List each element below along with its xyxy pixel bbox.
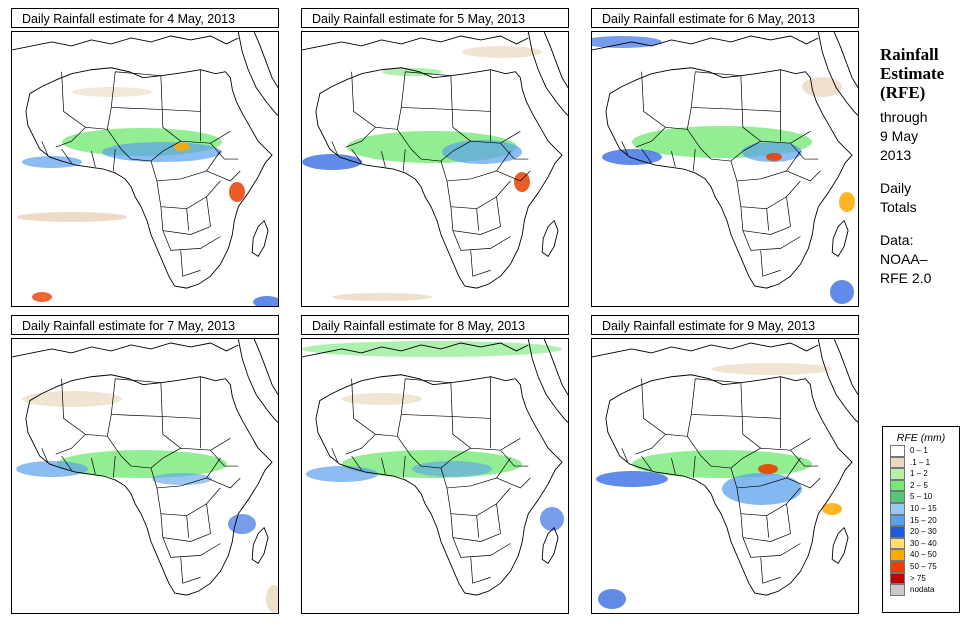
- legend-label: 2 – 5: [910, 480, 928, 490]
- rainfall-map-panel: Daily Rainfall estimate for 4 May, 2013: [11, 8, 279, 307]
- data-source-line: Data:: [880, 232, 914, 248]
- panel-title: Daily Rainfall estimate for 4 May, 2013: [11, 8, 279, 28]
- legend-item: 0 – 1: [890, 445, 959, 457]
- panel-title: Daily Rainfall estimate for 9 May, 2013: [591, 315, 859, 335]
- panel-title: Daily Rainfall estimate for 7 May, 2013: [11, 315, 279, 335]
- legend-swatch: [890, 560, 905, 573]
- rain-patches: [302, 46, 542, 301]
- legend-item: > 75: [890, 572, 959, 585]
- date-line: 9 May: [880, 128, 919, 144]
- legend-item: 40 – 50: [890, 549, 959, 561]
- rain-patches: [592, 36, 855, 304]
- legend-label: 40 – 50: [910, 550, 937, 560]
- legend-item: 5 – 10: [890, 491, 959, 503]
- legend-item: 50 – 75: [890, 560, 959, 573]
- legend-label: nodata: [910, 585, 935, 595]
- legend-swatch: [890, 537, 905, 550]
- through-label: through: [880, 109, 928, 125]
- map-info: Rainfall Estimate (RFE) through 9 May 20…: [880, 45, 966, 288]
- legend-swatch: [890, 479, 905, 492]
- legend-swatch: [890, 526, 905, 538]
- legend-label: 0 – 1: [910, 446, 928, 455]
- legend-label: 20 – 30: [910, 527, 937, 537]
- rainfall-map: [591, 31, 859, 307]
- date-line: 2013: [880, 147, 912, 163]
- legend-item: 1 – 2: [890, 468, 959, 480]
- rainfall-map-panel: Daily Rainfall estimate for 7 May, 2013: [11, 315, 279, 614]
- rainfall-map: [301, 31, 569, 307]
- map-title-line: (RFE): [880, 83, 926, 102]
- legend-label: > 75: [910, 573, 926, 583]
- legend-label: 30 – 40: [910, 538, 937, 548]
- rainfall-map-panel: Daily Rainfall estimate for 8 May, 2013: [301, 315, 569, 614]
- rain-patches: [596, 363, 842, 609]
- legend-title: RFE (mm): [896, 432, 946, 444]
- rainfall-map-panel: Daily Rainfall estimate for 6 May, 2013: [591, 8, 859, 307]
- rain-patches: [17, 87, 278, 306]
- rainfall-map: [301, 338, 569, 614]
- rainfall-map: [11, 338, 279, 614]
- legend-swatch: [890, 572, 905, 585]
- legend-swatch: [890, 445, 905, 457]
- legend-item: nodata: [890, 584, 959, 596]
- panel-title: Daily Rainfall estimate for 6 May, 2013: [591, 8, 859, 28]
- rain-patches: [16, 391, 278, 613]
- totals-line: Daily: [880, 180, 912, 196]
- legend-item: 30 – 40: [890, 537, 959, 550]
- legend-swatch: [890, 491, 905, 503]
- legend-item: 15 – 20: [890, 514, 959, 527]
- panel-title: Daily Rainfall estimate for 8 May, 2013: [301, 315, 569, 335]
- legend-label: 15 – 20: [910, 515, 937, 525]
- panel-title: Daily Rainfall estimate for 5 May, 2013: [301, 8, 569, 28]
- rainfall-map-panel: Daily Rainfall estimate for 9 May, 2013: [591, 315, 859, 614]
- rainfall-map-panel: Daily Rainfall estimate for 5 May, 2013: [301, 8, 569, 307]
- legend-label: 1 – 2: [910, 469, 928, 479]
- rain-patches: [302, 341, 564, 531]
- legend-item: 20 – 30: [890, 526, 959, 538]
- legend-item: 10 – 15: [890, 502, 959, 515]
- legend-swatch: [890, 456, 905, 469]
- data-source-line: NOAA–: [880, 251, 928, 267]
- legend-label: 50 – 75: [910, 561, 937, 571]
- legend-label: .1 – 1: [910, 457, 931, 467]
- legend-label: 10 – 15: [910, 503, 937, 513]
- map-title-line: Estimate: [880, 64, 945, 83]
- map-title-line: Rainfall: [880, 45, 939, 64]
- legend-item: 2 – 5: [890, 479, 959, 492]
- data-source-line: RFE 2.0: [880, 270, 932, 286]
- legend-label: 5 – 10: [910, 492, 933, 502]
- rainfall-map: [591, 338, 859, 614]
- legend-item: .1 – 1: [890, 456, 959, 469]
- legend-swatch: [890, 514, 905, 527]
- legend-swatch: [890, 584, 905, 596]
- legend-swatch: [890, 468, 905, 480]
- rainfall-map: [11, 31, 279, 307]
- totals-line: Totals: [880, 199, 917, 215]
- legend-swatch: [890, 549, 905, 561]
- legend-swatch: [890, 502, 905, 515]
